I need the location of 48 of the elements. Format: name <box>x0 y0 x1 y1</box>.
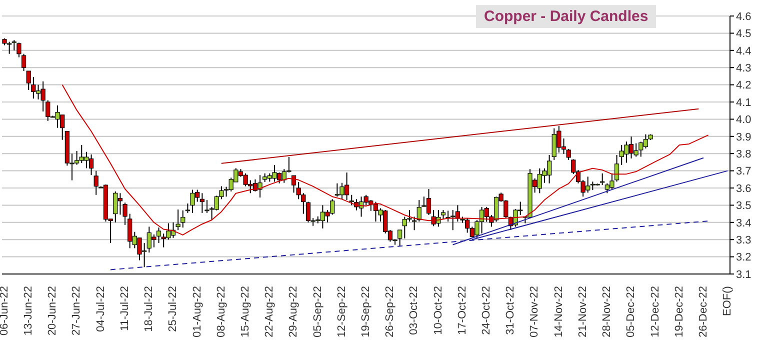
x-tick-label: EOF() <box>722 286 734 316</box>
y-tick-label: 4.3 <box>736 62 752 75</box>
x-tick-label: 22-Aug-22 <box>264 286 276 338</box>
x-tick-label: 20-Jun-22 <box>46 286 59 336</box>
x-tick-label: 05-Sep-22 <box>312 286 324 338</box>
x-tick-label: 07-Nov-22 <box>528 286 541 338</box>
y-tick-label: 4.6 <box>736 10 752 23</box>
y-tick-label: 3.8 <box>736 148 752 161</box>
x-tick-label: 28-Nov-22 <box>601 286 614 338</box>
y-tick-label: 3.5 <box>736 200 752 212</box>
y-tick-label: 4.0 <box>736 114 752 126</box>
x-tick-label: 03-Oct-22 <box>408 286 420 335</box>
y-tick-label: 3.2 <box>736 252 752 264</box>
x-tick-label: 15-Aug-22 <box>239 286 252 338</box>
x-tick-label: 05-Dec-22 <box>625 286 638 338</box>
x-tick-label: 12-Dec-22 <box>649 286 662 338</box>
x-tick-label: 17-Oct-22 <box>456 286 468 335</box>
chart-title: Copper - Daily Candles <box>476 5 656 28</box>
x-tick-label: 06-Jun-22 <box>0 286 10 336</box>
x-tick-label: 08-Aug-22 <box>215 286 228 338</box>
x-tick-label: 18-Jul-22 <box>143 286 156 332</box>
x-tick-label: 12-Sep-22 <box>336 286 348 338</box>
y-tick-label: 4.4 <box>736 45 752 58</box>
y-tick-label: 3.9 <box>736 131 752 144</box>
x-tick-label: 26-Dec-22 <box>697 286 710 338</box>
x-tick-label: 25-Jul-22 <box>167 286 180 332</box>
y-tick-label: 3.4 <box>736 217 752 230</box>
x-tick-label: 10-Oct-22 <box>432 286 444 335</box>
y-tick-label: 3.1 <box>736 268 752 281</box>
y-tick-label: 4.2 <box>736 80 752 92</box>
y-tick-label: 3.6 <box>736 182 752 195</box>
x-tick-label: 19-Dec-22 <box>673 286 686 338</box>
x-tick-label: 21-Nov-22 <box>576 286 589 338</box>
y-tick-label: 4.1 <box>736 96 752 109</box>
y-tick-label: 3.7 <box>736 166 752 178</box>
x-tick-label: 04-Jul-22 <box>94 286 107 332</box>
x-tick-label: 26-Sep-22 <box>384 286 396 338</box>
y-tick-label: 4.5 <box>736 28 752 40</box>
y-tick-label: 3.3 <box>736 234 752 247</box>
x-tick-label: 19-Sep-22 <box>360 286 372 338</box>
x-tick-label: 27-Jun-22 <box>70 286 83 336</box>
x-tick-label: 13-Jun-22 <box>22 286 35 336</box>
x-tick-label: 31-Oct-22 <box>504 286 517 335</box>
x-tick-label: 14-Nov-22 <box>552 286 565 338</box>
x-tick-label: 29-Aug-22 <box>288 286 300 338</box>
x-tick-label: 11-Jul-22 <box>118 286 131 332</box>
x-tick-label: 01-Aug-22 <box>191 286 204 338</box>
x-tick-label: 24-Oct-22 <box>480 286 493 335</box>
